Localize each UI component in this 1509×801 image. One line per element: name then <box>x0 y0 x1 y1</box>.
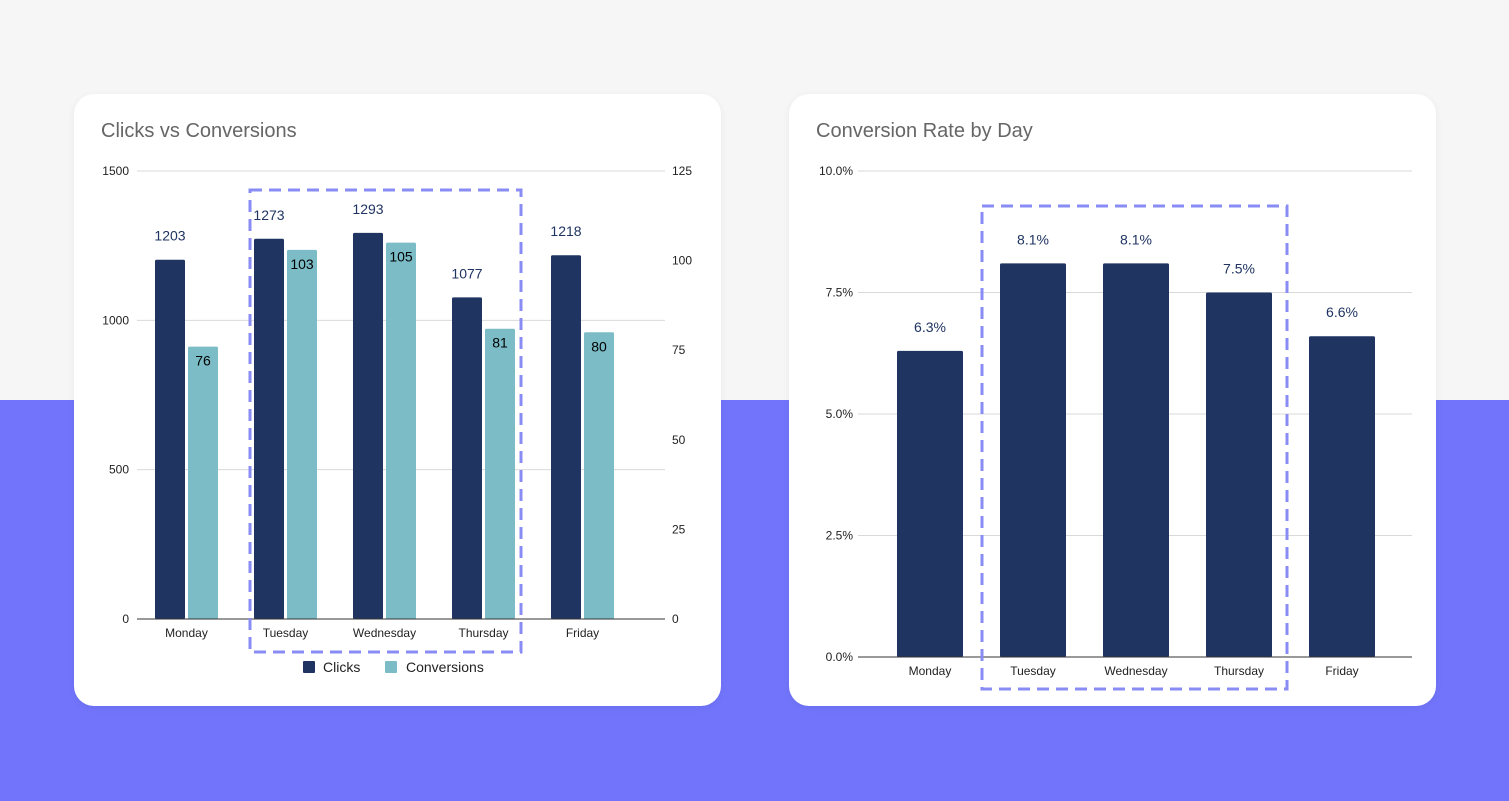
bar-conversions <box>188 346 218 619</box>
x-axis-tick-label: Tuesday <box>263 626 309 640</box>
x-axis-tick-label: Monday <box>909 664 952 678</box>
conversion-rate-chart: 0.0% 2.5% 5.0% 7.5% 10.0% 6.3% Monday 8.1% Tuesd… <box>819 164 1412 691</box>
x-axis-tick-label: Friday <box>566 626 599 640</box>
x-axis-tick-label: Wednesday <box>1104 664 1167 678</box>
y-axis-right-tick-label: 125 <box>672 164 692 178</box>
y-axis-right-tick-label: 25 <box>672 522 686 536</box>
data-label-rate: 8.1% <box>1120 231 1152 247</box>
bar-conversion-rate <box>1000 263 1066 657</box>
highlight-box <box>980 204 1289 691</box>
bar-conversions <box>584 332 614 619</box>
y-axis-tick-label: 0.0% <box>826 650 854 664</box>
bar-conversions <box>287 249 317 619</box>
clicks-vs-conversions-card: Clicks vs Conversions 0 500 1000 1500 0 25 50 7… <box>74 94 721 706</box>
data-label-clicks: 1203 <box>154 228 185 244</box>
x-axis-tick-label: Thursday <box>458 626 508 640</box>
chart-title: Clicks vs Conversions <box>101 120 297 142</box>
highlight-box <box>248 188 523 654</box>
data-label-conversions: 76 <box>195 353 211 369</box>
data-label-conversions: 105 <box>389 249 413 265</box>
y-axis-tick-label: 5.0% <box>826 407 854 421</box>
data-label-clicks: 1273 <box>253 207 284 223</box>
data-label-rate: 6.6% <box>1326 304 1358 320</box>
bar-clicks <box>254 238 284 619</box>
data-label-conversions: 80 <box>591 338 607 354</box>
bar-conversions <box>485 328 515 619</box>
y-axis-right-tick-label: 100 <box>672 254 692 268</box>
data-label-rate: 7.5% <box>1223 261 1255 277</box>
legend-swatch-conversions <box>385 661 397 673</box>
y-axis-left-tick-label: 500 <box>109 463 129 477</box>
bar-conversion-rate <box>897 350 963 657</box>
bar-conversion-rate <box>1103 263 1169 657</box>
bar-clicks <box>155 259 185 619</box>
y-axis-tick-label: 7.5% <box>826 286 854 300</box>
x-axis-tick-label: Tuesday <box>1010 664 1056 678</box>
legend-label-clicks: Clicks <box>323 659 360 675</box>
chart-title: Conversion Rate by Day <box>816 120 1033 142</box>
x-axis-tick-label: Wednesday <box>353 626 416 640</box>
x-axis-tick-label: Friday <box>1325 664 1358 678</box>
y-axis-right-tick-label: 50 <box>672 433 686 447</box>
data-label-conversions: 103 <box>290 256 314 272</box>
y-axis-right-tick-label: 75 <box>672 343 686 357</box>
legend-swatch-clicks <box>303 661 315 673</box>
x-axis-tick-label: Thursday <box>1214 664 1264 678</box>
bar-conversion-rate <box>1206 292 1272 657</box>
clicks-vs-conversions-chart: 0 500 1000 1500 0 25 50 75 100 125 1203 76 Monday 127… <box>102 164 692 675</box>
data-label-clicks: 1293 <box>352 201 383 217</box>
bar-clicks <box>551 255 581 619</box>
y-axis-tick-label: 2.5% <box>826 529 854 543</box>
bar-conversions <box>386 242 416 619</box>
y-axis-right-tick-label: 0 <box>672 612 679 626</box>
data-label-conversions: 81 <box>492 335 508 351</box>
data-label-rate: 8.1% <box>1017 231 1049 247</box>
y-axis-left-tick-label: 1500 <box>102 164 129 178</box>
data-label-rate: 6.3% <box>914 319 946 335</box>
bar-conversion-rate <box>1309 336 1375 657</box>
data-label-clicks: 1077 <box>451 265 482 281</box>
y-axis-left-tick-label: 0 <box>122 612 129 626</box>
y-axis-tick-label: 10.0% <box>819 164 853 178</box>
legend-label-conversions: Conversions <box>406 659 484 675</box>
x-axis-tick-label: Monday <box>165 626 208 640</box>
data-label-clicks: 1218 <box>550 223 581 239</box>
y-axis-left-tick-label: 1000 <box>102 313 129 327</box>
bar-clicks <box>353 232 383 619</box>
bar-clicks <box>452 297 482 619</box>
conversion-rate-card: Conversion Rate by Day 0.0% 2.5% 5.0% 7.5% 1… <box>789 94 1436 706</box>
